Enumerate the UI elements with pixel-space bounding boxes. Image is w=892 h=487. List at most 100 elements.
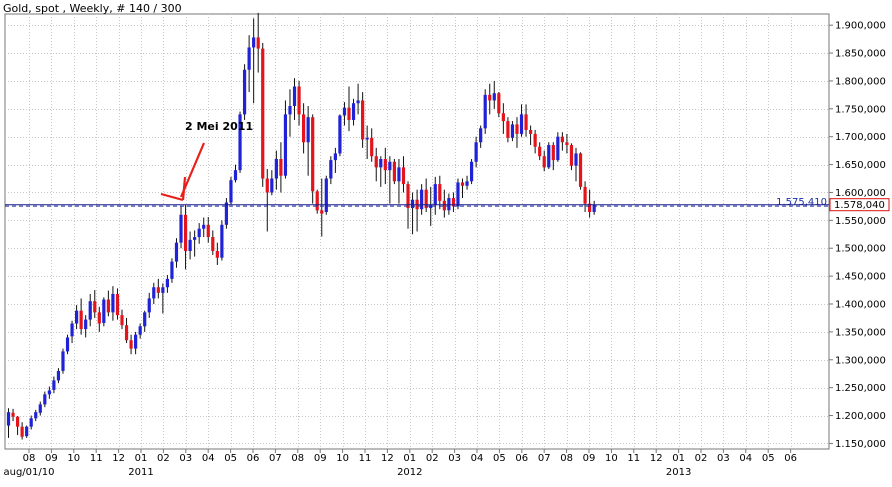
candle <box>265 169 269 232</box>
candle-body <box>97 312 101 324</box>
candle-body <box>379 159 383 168</box>
y-tick-label: 1.750,000 <box>835 104 886 115</box>
candle-body <box>215 251 219 258</box>
y-tick-label: 1.450,000 <box>835 272 886 283</box>
candle-body <box>88 301 92 320</box>
candle-body <box>52 380 56 390</box>
candle <box>510 121 515 142</box>
candle <box>442 189 446 218</box>
y-tick-label: 1.850,000 <box>835 49 886 60</box>
candle <box>220 220 224 261</box>
candle-body <box>551 145 555 161</box>
candle <box>47 386 51 399</box>
x-tick-label: 11 <box>359 453 372 464</box>
candle-body <box>6 412 11 426</box>
candle-body <box>124 325 129 341</box>
candle <box>583 181 587 212</box>
candle <box>84 315 88 338</box>
candle-body <box>61 351 65 371</box>
candle-body <box>438 184 442 201</box>
candle-body <box>206 224 210 238</box>
candle-body <box>56 370 61 381</box>
candle-body <box>65 337 70 352</box>
candle-body <box>165 278 169 288</box>
candle <box>252 18 256 104</box>
x-tick-label: 12 <box>650 453 663 464</box>
candle-body <box>397 167 401 182</box>
candle <box>488 83 492 115</box>
candle <box>410 192 415 235</box>
candle-body <box>311 117 315 192</box>
candle <box>274 150 278 190</box>
candle-body <box>233 170 238 181</box>
candle-body <box>474 142 478 162</box>
candle <box>392 159 396 185</box>
x-tick-label: 03 <box>448 453 461 464</box>
y-tick-label: 1.150,000 <box>835 439 886 450</box>
candle <box>397 159 401 204</box>
candle-body <box>451 198 456 207</box>
candle-body <box>229 180 233 203</box>
candle <box>356 83 360 115</box>
last-price-label: 1.578,040 <box>834 200 885 211</box>
candle <box>519 104 524 137</box>
candle-body <box>329 160 333 179</box>
candle <box>569 143 574 171</box>
x-tick-label: 05 <box>224 453 237 464</box>
candle-body <box>93 301 97 313</box>
candle <box>115 288 120 320</box>
candle <box>188 231 192 260</box>
candle <box>592 200 596 215</box>
candle-body <box>238 114 242 171</box>
candle-body <box>43 394 47 405</box>
x-tick-label: 05 <box>762 453 775 464</box>
x-tick-label: 08 <box>291 453 304 464</box>
x-tick-label: 06 <box>784 453 797 464</box>
candle <box>283 100 288 179</box>
y-tick-label: 1.800,000 <box>835 76 886 87</box>
x-tick-label: 04 <box>739 453 752 464</box>
candle <box>29 415 33 430</box>
candle-body <box>338 115 342 154</box>
candle-body <box>365 137 369 140</box>
candle <box>20 422 24 440</box>
candle-body <box>515 124 519 134</box>
candle-body <box>138 326 142 335</box>
candle-body <box>469 161 474 182</box>
candle <box>438 175 442 210</box>
x-tick-label: 11 <box>627 453 640 464</box>
candle <box>93 290 97 318</box>
candle <box>25 425 29 438</box>
y-tick-label: 1.200,000 <box>835 411 886 422</box>
candle <box>215 242 219 265</box>
candle <box>152 282 156 304</box>
candle <box>370 128 374 162</box>
y-tick-label: 1.700,000 <box>835 132 886 143</box>
candle-body <box>20 426 24 437</box>
candle <box>129 334 133 355</box>
candle <box>302 103 306 154</box>
annotation-text: 2 Mei 2011 <box>185 120 253 133</box>
candle <box>383 147 387 185</box>
candle <box>347 86 351 132</box>
x-tick-label: 02 <box>157 453 170 464</box>
candle <box>524 104 528 137</box>
candle-body <box>510 124 515 138</box>
candle-body <box>351 103 356 120</box>
candle-body <box>306 117 310 143</box>
candle-body <box>501 113 505 122</box>
candle <box>202 217 206 238</box>
candle <box>52 376 56 394</box>
candle <box>297 80 301 126</box>
candle-body <box>370 137 374 157</box>
y-tick-label: 1.550,000 <box>835 216 886 227</box>
candle-body <box>193 237 197 240</box>
x-tick-label: 06 <box>515 453 528 464</box>
candle-body <box>102 299 106 323</box>
candle-body <box>569 145 574 166</box>
candle <box>34 409 38 422</box>
candle-body <box>392 161 396 182</box>
x-tick-label: 06 <box>247 453 260 464</box>
annotation-arrow-head-a <box>160 192 184 202</box>
